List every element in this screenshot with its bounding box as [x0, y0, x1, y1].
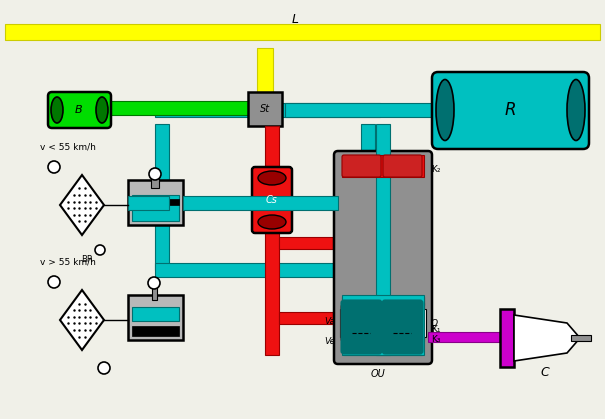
Bar	[285, 103, 450, 117]
Text: K₃: K₃	[431, 334, 440, 344]
Bar	[500, 309, 514, 367]
Bar	[132, 326, 179, 336]
Text: Cs: Cs	[266, 195, 278, 205]
Ellipse shape	[567, 80, 585, 140]
Text: v < 55 km/h: v < 55 km/h	[40, 142, 96, 152]
Bar	[152, 282, 157, 300]
Circle shape	[149, 168, 161, 180]
FancyBboxPatch shape	[342, 155, 381, 177]
Polygon shape	[348, 333, 418, 347]
Bar	[257, 48, 273, 100]
Bar	[344, 303, 422, 355]
FancyBboxPatch shape	[382, 304, 423, 342]
Ellipse shape	[258, 215, 286, 229]
Text: K₁: K₁	[431, 326, 440, 334]
Bar	[128, 295, 183, 340]
Bar	[279, 312, 377, 324]
FancyBboxPatch shape	[334, 151, 432, 364]
Bar	[342, 295, 424, 355]
Bar	[279, 237, 377, 249]
Bar	[132, 195, 179, 221]
FancyBboxPatch shape	[382, 300, 423, 354]
Ellipse shape	[258, 171, 286, 185]
FancyBboxPatch shape	[48, 92, 111, 128]
Circle shape	[48, 161, 60, 173]
Bar	[80, 101, 260, 115]
Text: St: St	[260, 104, 270, 114]
Bar	[342, 297, 424, 305]
Bar	[151, 174, 159, 188]
FancyBboxPatch shape	[341, 300, 382, 354]
Circle shape	[48, 276, 60, 288]
Bar	[5, 24, 600, 40]
Polygon shape	[60, 290, 104, 350]
Polygon shape	[514, 315, 580, 361]
Bar	[340, 309, 426, 337]
Bar	[428, 332, 548, 342]
Bar	[132, 199, 179, 205]
Bar	[128, 196, 169, 210]
FancyBboxPatch shape	[341, 304, 382, 342]
Text: R: R	[504, 101, 515, 119]
Bar	[344, 317, 422, 331]
Bar	[571, 335, 591, 341]
Text: Ve: Ve	[324, 336, 335, 346]
Bar	[380, 335, 386, 353]
Bar	[248, 92, 282, 126]
Bar	[342, 155, 424, 177]
FancyBboxPatch shape	[383, 155, 422, 177]
Text: O: O	[431, 320, 438, 328]
Polygon shape	[60, 175, 104, 235]
Text: L: L	[292, 13, 298, 26]
Text: C: C	[541, 366, 549, 379]
Text: v > 55 km/h: v > 55 km/h	[40, 258, 96, 266]
Text: Va: Va	[324, 316, 335, 326]
Bar	[132, 307, 179, 321]
Bar	[155, 124, 169, 270]
Circle shape	[95, 245, 105, 255]
FancyBboxPatch shape	[432, 72, 589, 149]
Bar	[265, 126, 279, 355]
Ellipse shape	[51, 97, 63, 123]
Text: BR: BR	[81, 256, 93, 264]
Bar	[128, 180, 183, 225]
Bar	[361, 270, 375, 295]
Text: OU: OU	[371, 369, 385, 379]
Bar	[155, 263, 375, 277]
Bar	[342, 303, 424, 341]
Bar	[155, 103, 380, 117]
FancyBboxPatch shape	[252, 167, 292, 233]
Text: K₂: K₂	[431, 166, 440, 174]
Text: B: B	[75, 105, 83, 115]
Bar	[376, 124, 390, 355]
Bar	[378, 305, 388, 317]
Ellipse shape	[436, 80, 454, 140]
Text: F: F	[431, 326, 436, 334]
Circle shape	[148, 277, 160, 289]
Bar	[361, 124, 375, 270]
Ellipse shape	[96, 97, 108, 123]
Circle shape	[98, 362, 110, 374]
Bar	[183, 196, 338, 210]
